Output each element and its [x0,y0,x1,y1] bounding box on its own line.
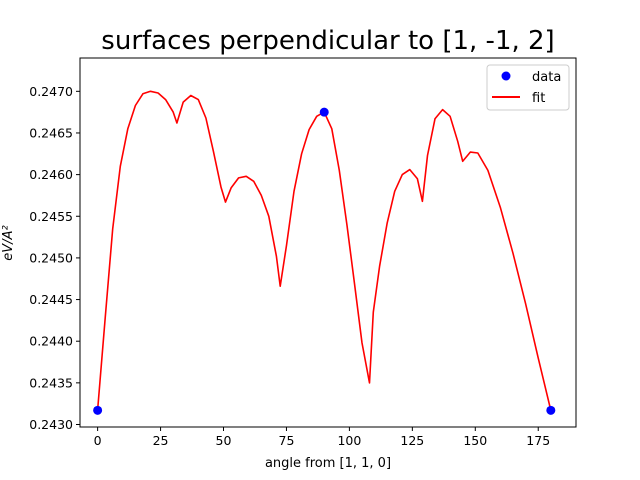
y-axis-label: eV/A² [1,225,16,260]
x-tick-label: 125 [400,433,424,448]
legend: data fit [486,64,570,111]
x-axis: 0 25 50 75 100 125 150 175 [94,427,550,448]
legend-data-marker [501,71,511,81]
plot-frame [79,57,577,428]
x-tick-label: 50 [216,433,232,448]
y-tick-label: 0.2450 [29,250,73,265]
x-tick-label: 175 [526,433,550,448]
fit-line [96,90,552,411]
legend-label-fit: fit [532,91,545,106]
x-tick-label: 0 [94,433,102,448]
x-tick-label: 75 [279,433,295,448]
x-tick-label: 25 [153,433,169,448]
y-tick-label: 0.2435 [29,375,73,390]
data-point [546,405,556,415]
x-tick-label: 100 [337,433,361,448]
y-tick-label: 0.2460 [29,167,73,182]
data-point [93,405,103,415]
x-tick-label: 150 [463,433,487,448]
legend-label-data: data [532,70,561,85]
y-tick-label: 0.2445 [29,292,73,307]
data-point [319,107,329,117]
y-tick-label: 0.2440 [29,334,73,349]
x-axis-label: angle from [1, 1, 0] [265,456,391,471]
plot-area [79,57,577,428]
fit-series [96,90,552,411]
y-axis: 0.2430 0.2435 0.2440 0.2445 0.2450 0.2455 0.24… [29,84,80,432]
data-series [93,107,556,415]
y-tick-label: 0.2455 [29,209,73,224]
y-tick-label: 0.2470 [29,84,73,99]
chart-title: surfaces perpendicular to [1, -1, 2] [101,26,554,56]
y-tick-label: 0.2465 [29,125,73,140]
y-tick-label: 0.2430 [29,417,73,432]
